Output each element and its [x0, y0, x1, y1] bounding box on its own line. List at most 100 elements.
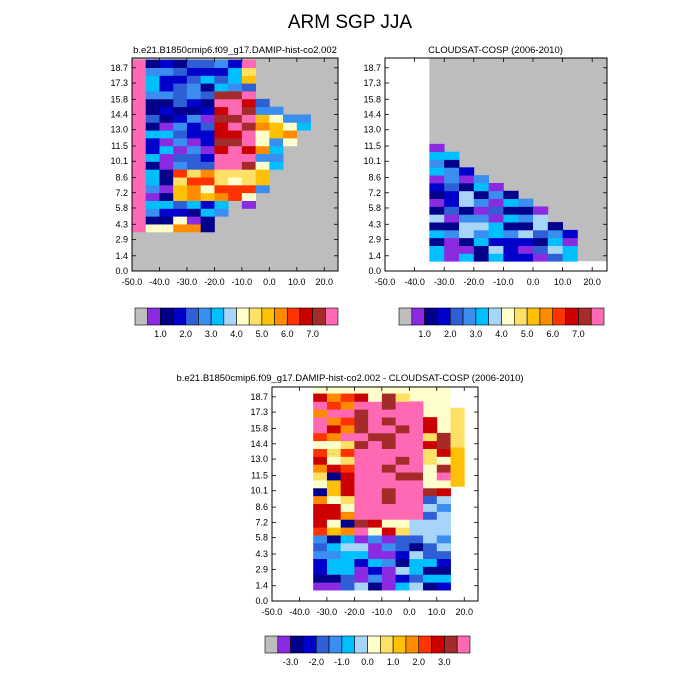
heatmap-cell: [132, 177, 147, 186]
heatmap-cell: [132, 137, 147, 147]
x-tick-label: -30.0: [177, 277, 198, 287]
heatmap-cell: [159, 122, 174, 131]
y-tick-label: 14.4: [363, 110, 381, 120]
heatmap-cell: [241, 98, 256, 108]
heatmap-cell: [518, 245, 534, 254]
heatmap-cell: [214, 184, 229, 194]
heatmap-cell: [450, 439, 465, 448]
heatmap-cell: [340, 511, 355, 520]
heatmap-cell: [395, 574, 410, 583]
heatmap-cell: [409, 401, 424, 410]
x-tick-label: 20.0: [583, 277, 601, 287]
heatmap-cell: [340, 535, 355, 544]
heatmap-cell: [503, 229, 519, 239]
x-tick-label: -30.0: [434, 277, 455, 287]
figure-title: ARM SGP JJA: [287, 12, 413, 33]
heatmap-cell: [145, 122, 160, 131]
heatmap-cell: [423, 424, 438, 434]
heatmap-cell: [173, 59, 188, 68]
colorbar3-label: 0.0: [361, 657, 374, 667]
heatmap-cell: [429, 222, 445, 231]
heatmap-cell: [354, 417, 369, 426]
heatmap-cell: [145, 75, 160, 84]
heatmap-cell: [459, 229, 475, 239]
heatmap-cell: [423, 527, 438, 536]
heatmap-cell: [340, 542, 355, 552]
heatmap-cell: [409, 472, 424, 481]
y-tick-label: 1.4: [115, 251, 128, 261]
colorbar3-swatch: [456, 635, 471, 654]
y-tick-label: 4.3: [255, 549, 268, 559]
y-tick-label: 5.8: [368, 203, 381, 213]
heatmap-cell: [368, 519, 383, 528]
colorbar3-swatch: [354, 635, 368, 654]
heatmap-cell: [459, 245, 475, 254]
heatmap-cell: [186, 137, 202, 147]
heatmap-cell: [326, 511, 342, 520]
colorbar1-swatch: [325, 307, 339, 326]
y-tick-label: 17.3: [110, 78, 128, 88]
heatmap-cell: [269, 130, 284, 139]
heatmap-cell: [381, 456, 396, 465]
heatmap-cell: [326, 574, 342, 583]
heatmap-cell: [488, 206, 504, 215]
heatmap-cell: [145, 216, 160, 225]
y-tick-label: 5.8: [255, 533, 268, 543]
heatmap-cell: [409, 582, 424, 591]
heatmap-cell: [436, 464, 451, 473]
colorbar2-swatch: [475, 307, 489, 326]
heatmap-cell: [395, 432, 410, 442]
heatmap-cell: [173, 67, 188, 76]
heatmap-cell: [354, 432, 369, 442]
heatmap-cell: [354, 527, 369, 536]
heatmap-cell: [326, 535, 342, 544]
heatmap-cell: [518, 198, 534, 207]
heatmap-cell: [200, 161, 215, 170]
heatmap-cell: [444, 245, 460, 254]
heatmap-cell: [368, 566, 383, 575]
heatmap-cell: [354, 487, 369, 497]
heatmap-cell: [340, 582, 355, 591]
heatmap-cell: [381, 558, 396, 567]
heatmap-cell: [395, 558, 410, 567]
x-tick-label: 20.0: [316, 277, 334, 287]
colorbar1-swatch: [147, 307, 161, 326]
colorbar1-swatch: [210, 307, 225, 326]
heatmap-cell: [313, 401, 328, 410]
heatmap-cell: [488, 182, 504, 192]
heatmap-cell: [214, 145, 229, 155]
heatmap-cell: [547, 229, 563, 239]
heatmap-cell: [241, 122, 256, 131]
heatmap-cell: [186, 224, 202, 233]
heatmap-cell: [368, 527, 383, 536]
heatmap-cell: [145, 192, 160, 201]
x-tick-label: -50.0: [262, 607, 283, 617]
heatmap-cell: [269, 106, 284, 115]
heatmap-cell: [368, 550, 383, 560]
colorbar3-swatch: [405, 635, 420, 654]
heatmap-cell: [395, 511, 410, 520]
heatmap-cell: [381, 432, 396, 442]
heatmap-cell: [436, 527, 451, 536]
heatmap-cell: [173, 153, 188, 162]
heatmap-cell: [326, 527, 342, 536]
heatmap-cell: [395, 503, 410, 512]
heatmap-cell: [326, 424, 342, 434]
y-tick-label: 10.1: [110, 156, 128, 166]
heatmap-cell: [159, 192, 174, 201]
panel2-blank-region: [429, 261, 607, 271]
heatmap-cell: [488, 229, 504, 239]
heatmap-cell: [436, 558, 451, 567]
heatmap-cell: [340, 558, 355, 567]
colorbar2-swatch: [552, 307, 566, 326]
heatmap-cell: [395, 480, 410, 489]
heatmap-cell: [340, 487, 355, 497]
heatmap-cell: [296, 114, 311, 123]
colorbar3-label: -3.0: [283, 657, 299, 667]
heatmap-cell: [459, 190, 475, 200]
heatmap-cell: [562, 253, 578, 262]
x-tick-label: -40.0: [404, 277, 425, 287]
heatmap-cell: [423, 472, 438, 481]
heatmap-cell: [340, 472, 355, 481]
